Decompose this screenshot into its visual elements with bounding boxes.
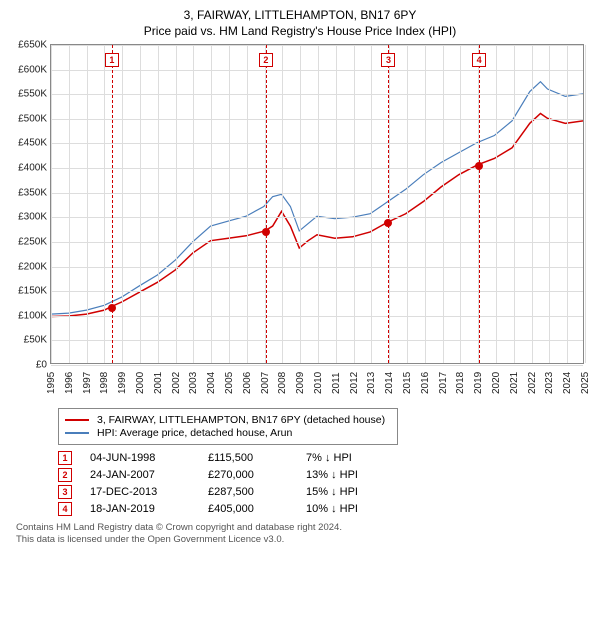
x-tick-label: 1997 [82, 372, 93, 394]
x-tick-label: 2006 [242, 372, 253, 394]
y-tick-label: £600K [7, 64, 47, 75]
legend-item: HPI: Average price, detached house, Arun [65, 427, 391, 439]
sale-date: 17-DEC-2013 [90, 486, 190, 498]
y-tick-label: £550K [7, 89, 47, 100]
x-tick-label: 2017 [438, 372, 449, 394]
y-tick-label: £100K [7, 310, 47, 321]
y-tick-label: £0 [7, 360, 47, 371]
x-axis-ticks: 1995199619971998199920002001200220032004… [50, 364, 584, 404]
sales-row: 2 24-JAN-2007 £270,000 13% ↓ HPI [58, 468, 584, 482]
footer-line: Contains HM Land Registry data © Crown c… [16, 522, 584, 534]
sale-marker-box: 3 [381, 53, 395, 67]
x-tick-label: 2019 [473, 372, 484, 394]
sale-number-box: 1 [58, 451, 72, 465]
sale-marker-line [479, 45, 480, 363]
sale-hpi-diff: 10% ↓ HPI [306, 503, 406, 515]
sale-marker-box: 2 [259, 53, 273, 67]
sale-number-box: 2 [58, 468, 72, 482]
legend-swatch-icon [65, 432, 89, 434]
sale-marker-dot [262, 228, 270, 236]
x-tick-label: 1995 [46, 372, 57, 394]
x-tick-label: 2022 [527, 372, 538, 394]
x-tick-label: 1999 [117, 372, 128, 394]
sale-hpi-diff: 7% ↓ HPI [306, 452, 406, 464]
sale-price: £287,500 [208, 486, 288, 498]
y-tick-label: £300K [7, 212, 47, 223]
legend-label: 3, FAIRWAY, LITTLEHAMPTON, BN17 6PY (det… [97, 414, 385, 426]
sale-date: 24-JAN-2007 [90, 469, 190, 481]
chart-container: 3, FAIRWAY, LITTLEHAMPTON, BN17 6PY Pric… [0, 0, 600, 547]
legend-label: HPI: Average price, detached house, Arun [97, 427, 292, 439]
footer-line: This data is licensed under the Open Gov… [16, 534, 584, 546]
line-chart-svg [51, 45, 583, 363]
sale-price: £270,000 [208, 469, 288, 481]
sale-date: 18-JAN-2019 [90, 503, 190, 515]
x-tick-label: 2011 [331, 372, 342, 394]
legend-swatch-icon [65, 419, 89, 421]
x-tick-label: 2018 [455, 372, 466, 394]
sale-marker-box: 1 [105, 53, 119, 67]
x-tick-label: 2008 [277, 372, 288, 394]
y-axis-ticks: £0£50K£100K£150K£200K£250K£300K£350K£400… [7, 45, 49, 363]
x-tick-label: 1996 [64, 372, 75, 394]
x-tick-label: 2013 [366, 372, 377, 394]
y-tick-label: £50K [7, 335, 47, 346]
x-tick-label: 2002 [171, 372, 182, 394]
sale-marker-line [112, 45, 113, 363]
sale-marker-line [266, 45, 267, 363]
sales-table: 1 04-JUN-1998 £115,500 7% ↓ HPI 2 24-JAN-2007… [58, 451, 584, 516]
x-tick-label: 2014 [384, 372, 395, 394]
y-tick-label: £450K [7, 138, 47, 149]
x-tick-label: 2024 [562, 372, 573, 394]
x-tick-label: 2003 [188, 372, 199, 394]
sale-marker-dot [108, 304, 116, 312]
sales-row: 3 17-DEC-2013 £287,500 15% ↓ HPI [58, 485, 584, 499]
x-tick-label: 2009 [295, 372, 306, 394]
sale-marker-dot [384, 219, 392, 227]
footer-attribution: Contains HM Land Registry data © Crown c… [16, 522, 584, 547]
y-tick-label: £350K [7, 187, 47, 198]
sale-marker-dot [475, 162, 483, 170]
plot-area: £0£50K£100K£150K£200K£250K£300K£350K£400… [50, 44, 584, 364]
x-tick-label: 2016 [420, 372, 431, 394]
sale-hpi-diff: 13% ↓ HPI [306, 469, 406, 481]
sales-row: 4 18-JAN-2019 £405,000 10% ↓ HPI [58, 502, 584, 516]
sale-number-box: 4 [58, 502, 72, 516]
y-tick-label: £250K [7, 236, 47, 247]
sale-price: £405,000 [208, 503, 288, 515]
x-tick-label: 2001 [153, 372, 164, 394]
sale-number-box: 3 [58, 485, 72, 499]
legend-box: 3, FAIRWAY, LITTLEHAMPTON, BN17 6PY (det… [58, 408, 398, 445]
x-tick-label: 2023 [544, 372, 555, 394]
chart-title: 3, FAIRWAY, LITTLEHAMPTON, BN17 6PY [8, 8, 592, 22]
y-tick-label: £500K [7, 113, 47, 124]
x-tick-label: 2010 [313, 372, 324, 394]
sale-date: 04-JUN-1998 [90, 452, 190, 464]
x-tick-label: 2020 [491, 372, 502, 394]
sale-marker-line [388, 45, 389, 363]
x-tick-label: 1998 [99, 372, 110, 394]
x-tick-label: 2021 [509, 372, 520, 394]
sales-row: 1 04-JUN-1998 £115,500 7% ↓ HPI [58, 451, 584, 465]
legend-item: 3, FAIRWAY, LITTLEHAMPTON, BN17 6PY (det… [65, 414, 391, 426]
chart-subtitle: Price paid vs. HM Land Registry's House … [8, 24, 592, 38]
sale-hpi-diff: 15% ↓ HPI [306, 486, 406, 498]
y-tick-label: £200K [7, 261, 47, 272]
x-tick-label: 2025 [580, 372, 591, 394]
x-tick-label: 2007 [260, 372, 271, 394]
x-tick-label: 2005 [224, 372, 235, 394]
sale-price: £115,500 [208, 452, 288, 464]
sale-marker-box: 4 [472, 53, 486, 67]
x-tick-label: 2015 [402, 372, 413, 394]
x-tick-label: 2012 [349, 372, 360, 394]
y-tick-label: £150K [7, 286, 47, 297]
y-tick-label: £650K [7, 40, 47, 51]
x-tick-label: 2000 [135, 372, 146, 394]
x-tick-label: 2004 [206, 372, 217, 394]
y-tick-label: £400K [7, 163, 47, 174]
